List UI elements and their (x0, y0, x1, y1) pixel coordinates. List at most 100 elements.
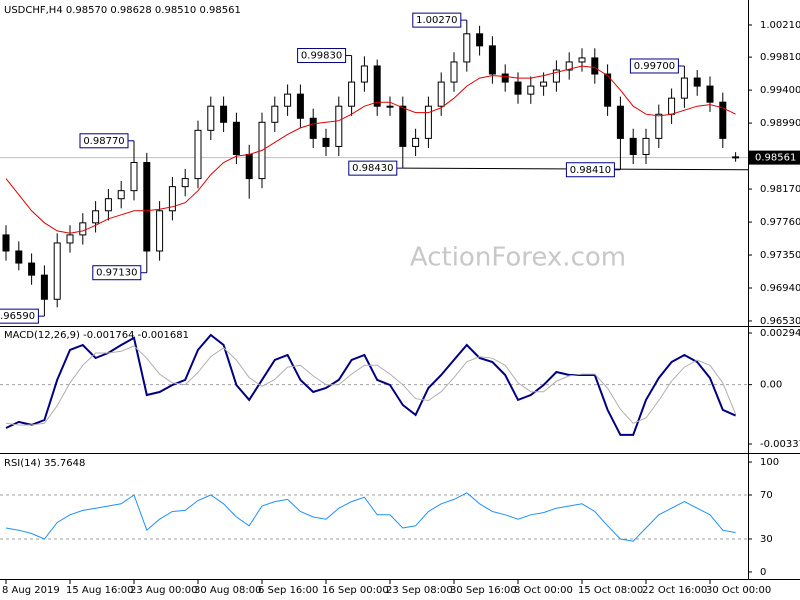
candle-body (668, 97, 676, 115)
annotation-label: 0.99830 (301, 51, 342, 62)
candle-body (360, 65, 368, 83)
candle-body (92, 210, 100, 224)
candle-body (309, 117, 317, 139)
candle-body (591, 57, 599, 75)
x-tick-label: 30 Aug 08:00 (194, 585, 261, 596)
annotation-label: 0.98430 (352, 163, 393, 174)
candle-body (540, 81, 548, 87)
candle-body (514, 81, 522, 95)
x-tick-label: 8 Aug 2019 (2, 585, 60, 596)
y-tick-label: -0.003379 (760, 439, 800, 450)
candle-body (476, 33, 484, 47)
candle-body (117, 190, 125, 200)
candle-body (232, 121, 240, 155)
candle-body (194, 129, 202, 180)
y-tick-label: 100 (760, 457, 779, 468)
y-tick-label: 0.99810 (760, 52, 800, 63)
y-tick-label: 0.98990 (760, 118, 800, 129)
y-tick-label: 0.99400 (760, 85, 800, 96)
y-tick-label: 0 (760, 567, 766, 578)
annotation-box (92, 265, 142, 281)
y-tick-label: 70 (760, 490, 773, 501)
candle-body (271, 105, 279, 123)
moving-average (5, 65, 736, 234)
candle-body (284, 93, 292, 107)
annotation-box (565, 162, 615, 178)
annotation-box (629, 58, 679, 74)
annotation-box (0, 308, 39, 324)
y-tick-label: 0.00 (760, 380, 782, 391)
candle-body (488, 45, 496, 75)
candle-body (501, 73, 509, 83)
x-tick-label: 6 Sep 16:00 (258, 585, 318, 596)
annotation-label: 0.96590 (0, 311, 35, 322)
candle-body (578, 57, 586, 63)
candle-body (373, 65, 381, 107)
chart-title: RSI(14) 35.7648 (4, 458, 85, 469)
y-tick-label: 0.97760 (760, 217, 800, 228)
candle-body (552, 69, 560, 83)
y-tick-label: 0.96940 (760, 283, 800, 294)
indicator-line (5, 492, 736, 542)
candle-body (399, 105, 407, 147)
candle-body (680, 77, 688, 99)
candle-body (719, 101, 727, 139)
indicator-line (5, 333, 737, 436)
candle-body (66, 234, 74, 244)
candle-body (130, 162, 138, 192)
chart-title: MACD(12,26,9) -0.001764 -0.001681 (4, 330, 189, 341)
candle-body (629, 137, 637, 155)
annotation-box (348, 160, 398, 176)
y-tick-label: 1.00210 (760, 20, 800, 31)
candle-body (616, 105, 624, 139)
candle-body (732, 156, 740, 159)
candle-body (296, 93, 304, 119)
chart-title: USDCHF,H4 0.98570 0.98628 0.98510 0.9856… (4, 5, 241, 16)
y-tick-label: 0.96530 (760, 316, 800, 327)
candle-body (604, 73, 612, 107)
x-tick-label: 15 Aug 16:00 (66, 585, 133, 596)
candle-body (2, 234, 10, 252)
candle-body (245, 153, 253, 180)
candle-body (28, 262, 36, 276)
x-tick-label: 16 Sep 00:00 (322, 585, 389, 596)
x-tick-label: 23 Aug 00:00 (130, 585, 197, 596)
x-tick-label: 15 Oct 08:00 (578, 585, 643, 596)
candle-body (143, 162, 151, 252)
x-tick-label: 30 Oct 00:00 (706, 585, 771, 596)
candle-body (706, 85, 714, 103)
current-price-label: 0.98561 (755, 153, 796, 164)
annotation-box (79, 133, 129, 149)
annotation-box (297, 48, 347, 64)
current-price-tag (749, 150, 800, 165)
candle-body (79, 222, 87, 236)
candle-body (565, 61, 573, 71)
candle-body (450, 61, 458, 83)
annotation-label: 0.98410 (570, 165, 611, 176)
candle-body (437, 81, 445, 107)
x-tick-label: 30 Sep 16:00 (450, 585, 517, 596)
candle-body (527, 85, 535, 95)
candle-body (642, 137, 650, 155)
watermark: ActionForex.com (410, 243, 626, 273)
candle-body (181, 178, 189, 188)
annotation-label: 0.97130 (96, 268, 137, 279)
candle-body (348, 81, 356, 107)
candle-body (655, 113, 663, 139)
annotation-label: 0.98770 (83, 136, 124, 147)
annotation-label: 1.00270 (416, 15, 457, 26)
candle-body (207, 105, 215, 131)
annotation-label: 0.99700 (634, 61, 675, 72)
candle-body (220, 105, 228, 123)
y-tick-label: 0.98170 (760, 184, 800, 195)
candle-body (168, 186, 176, 212)
candle-body (104, 198, 112, 212)
x-tick-label: 23 Sep 08:00 (386, 585, 453, 596)
candle-body (412, 137, 420, 147)
y-tick-label: 30 (760, 534, 773, 545)
y-tick-label: 0.97350 (760, 250, 800, 261)
candle-body (322, 137, 330, 147)
annotation-box (412, 12, 462, 28)
